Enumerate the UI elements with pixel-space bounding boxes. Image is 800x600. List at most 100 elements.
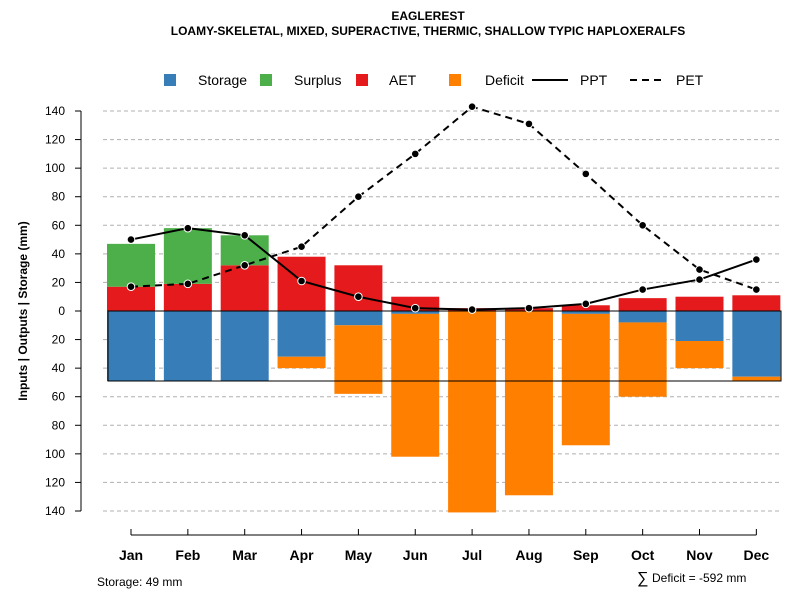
ppt-point (183, 223, 193, 233)
bar-aet (163, 283, 212, 311)
legend-label-surplus: Surplus (294, 72, 341, 88)
y-tick-label: 100 (45, 161, 65, 175)
bar-deficit (504, 311, 553, 496)
legend-label-ppt: PPT (580, 72, 608, 88)
y-tick-label: 120 (45, 475, 65, 489)
pet-point (638, 220, 647, 230)
bar-deficit (618, 322, 667, 397)
x-tick-label: Feb (175, 547, 200, 563)
y-tick-label: 0 (58, 304, 65, 318)
x-tick-label: Jul (462, 547, 482, 563)
pet-point (581, 169, 591, 179)
bar-aet (618, 298, 667, 311)
ppt-point (695, 275, 704, 284)
pet-point (354, 192, 363, 202)
x-tick-label: Nov (686, 547, 713, 563)
pet-point (752, 285, 761, 294)
ppt-point (581, 299, 591, 309)
legend-swatch-surplus (260, 74, 272, 86)
ppt-point (354, 292, 363, 302)
bar-deficit (561, 313, 610, 446)
pet-point (240, 260, 249, 270)
y-tick-label: 140 (45, 504, 65, 518)
bar-storage (675, 311, 724, 341)
y-axis-label: Inputs | Outputs | Storage (mm) (16, 221, 30, 400)
y-axis: 140 120 100 80 60 40 20 0 20 40 60 80 100 120 140 (45, 104, 82, 518)
bar-deficit (448, 311, 497, 513)
y-tick-label: 40 (52, 247, 66, 261)
pet-point (467, 102, 477, 112)
bar-storage (163, 311, 212, 381)
ppt-point (297, 276, 306, 286)
y-tick-label: 20 (52, 333, 66, 347)
y-tick-label: 60 (52, 390, 66, 404)
legend-label-storage: Storage (198, 72, 247, 88)
deficit-note: Deficit = -592 mm (652, 571, 746, 585)
pet-point (183, 279, 193, 289)
legend-label-pet: PET (676, 72, 704, 88)
deficit-sum-symbol: ∑ (637, 570, 648, 587)
bar-aet (220, 265, 269, 311)
bar-storage (561, 311, 610, 314)
y-tick-label: 40 (52, 361, 66, 375)
ppt-point (638, 285, 647, 294)
bar-deficit (675, 340, 724, 369)
chart-title: EAGLEREST (391, 9, 465, 23)
pet-point (524, 119, 534, 129)
bars (107, 228, 782, 513)
pet-point (695, 265, 704, 274)
pet-point (297, 242, 306, 252)
bar-aet (732, 295, 781, 311)
chart-subtitle: LOAMY-SKELETAL, MIXED, SUPERACTIVE, THER… (171, 24, 685, 38)
x-tick-label: Apr (289, 547, 314, 563)
ppt-point (524, 303, 534, 313)
bar-deficit (334, 325, 383, 394)
bar-storage (334, 311, 383, 326)
bar-storage (107, 311, 155, 381)
y-tick-label: 20 (52, 275, 66, 289)
bar-surplus (163, 228, 212, 284)
x-tick-label: Jan (119, 547, 143, 563)
bar-deficit (732, 376, 781, 381)
bar-aet (675, 296, 724, 311)
ppt-point (240, 230, 249, 240)
bar-deficit (391, 313, 440, 457)
ppt-point (752, 255, 761, 264)
legend-swatch-storage (164, 74, 176, 86)
bar-storage (220, 311, 269, 381)
x-tick-label: May (345, 547, 372, 563)
bar-storage (618, 311, 667, 323)
x-tick-label: Sep (573, 547, 599, 563)
legend: Storage Surplus AET Deficit PPT PET (164, 72, 704, 88)
legend-label-aet: AET (389, 72, 417, 88)
y-tick-label: 100 (45, 447, 65, 461)
storage-note: Storage: 49 mm (97, 575, 182, 589)
bar-surplus (107, 243, 155, 287)
legend-swatch-deficit (449, 74, 461, 86)
ppt-point (126, 235, 136, 244)
ppt-line (130, 227, 757, 311)
ppt-point (467, 305, 477, 314)
x-axis: Jan Feb Mar Apr May Jun Jul Aug Sep Oct Nov Dec (119, 529, 769, 563)
legend-swatch-aet (356, 74, 368, 86)
y-tick-label: 80 (52, 190, 66, 204)
x-tick-label: Mar (232, 547, 257, 563)
pet-point (410, 149, 420, 159)
storage-capacity-box (107, 310, 782, 382)
x-tick-label: Aug (515, 547, 542, 563)
bar-storage (277, 311, 326, 357)
y-tick-label: 120 (45, 133, 65, 147)
x-tick-label: Jun (403, 547, 428, 563)
bar-deficit (277, 356, 326, 369)
y-tick-label: 80 (52, 418, 66, 432)
x-tick-label: Oct (631, 547, 655, 563)
pet-line (130, 105, 757, 291)
ppt-point (410, 303, 420, 313)
y-tick-label: 140 (45, 104, 65, 118)
gridlines (103, 110, 781, 512)
bar-storage (732, 311, 781, 377)
pet-point (126, 282, 136, 292)
y-tick-label: 60 (52, 218, 66, 232)
lines (126, 102, 761, 314)
